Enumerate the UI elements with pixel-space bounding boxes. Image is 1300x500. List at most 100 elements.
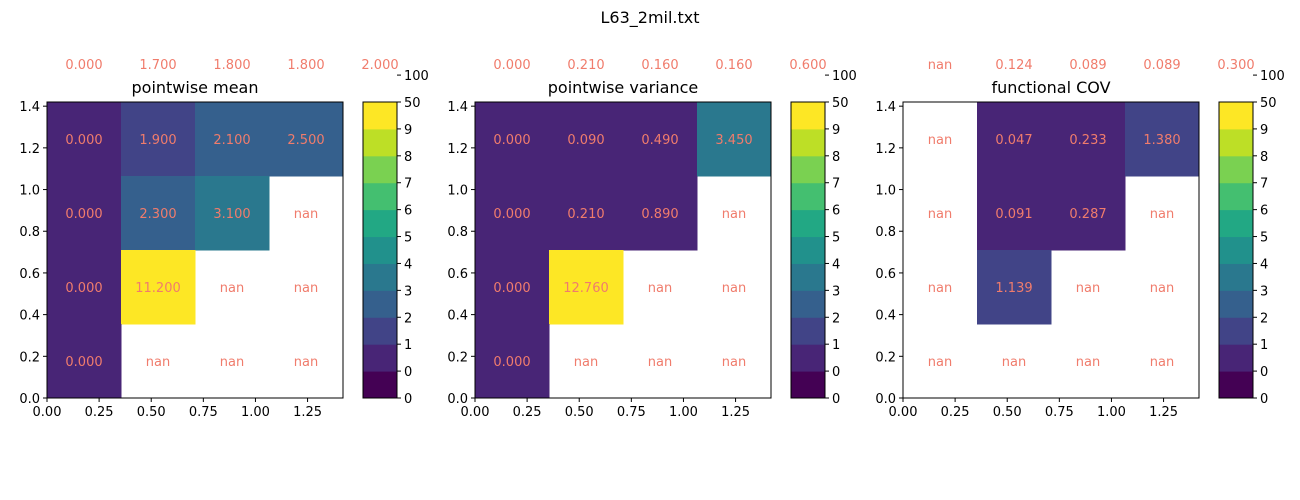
colorbar-tick-label: 8 (404, 150, 412, 165)
colorbar-segment (791, 263, 825, 291)
cell-label: 1.380 (1143, 133, 1180, 148)
cell-label: nan (928, 355, 952, 370)
cell-label: 0.000 (493, 133, 530, 148)
top-label: 0.089 (1069, 58, 1106, 73)
cell-label: 0.490 (641, 133, 678, 148)
heatmap-cell (549, 176, 624, 251)
colorbar-tick-label: 4 (404, 257, 412, 272)
colorbar-tick-label: 5 (832, 231, 840, 246)
cell-label: nan (294, 355, 318, 370)
heatmap-cell (977, 250, 1052, 325)
top-label: 1.700 (139, 58, 176, 73)
colorbar-segment (363, 371, 397, 399)
heatmap-cell (1051, 176, 1126, 251)
colorbar-segment (791, 317, 825, 345)
colorbar-segment (1219, 344, 1253, 372)
top-label: 0.124 (995, 58, 1032, 73)
heatmap-cell (475, 176, 550, 251)
colorbar-segment (1219, 182, 1253, 211)
heatmap-cell (47, 102, 122, 177)
cell-label: nan (928, 281, 952, 296)
y-tick-label: 0.4 (875, 309, 896, 324)
colorbar-segment (1219, 102, 1253, 130)
colorbar-segment (791, 371, 825, 399)
cell-label: nan (1076, 281, 1100, 296)
top-label: 0.160 (641, 58, 678, 73)
cell-label: nan (574, 355, 598, 370)
colorbar-segment (1219, 317, 1253, 345)
heatmap-cell (47, 250, 122, 325)
cell-label: 0.000 (493, 281, 530, 296)
colorbar-tick-label: 1 (404, 338, 412, 353)
cell-label: 0.287 (1069, 207, 1106, 222)
top-label: 1.800 (287, 58, 324, 73)
panel-title: functional COV (991, 78, 1110, 97)
x-tick-label: 1.00 (669, 405, 698, 420)
colorbar-segment (791, 344, 825, 372)
colorbar-segment (363, 128, 397, 157)
y-tick-label: 0.2 (19, 350, 40, 365)
heatmap-cell (195, 102, 270, 177)
panel-title: pointwise mean (132, 78, 259, 97)
top-label: 0.210 (567, 58, 604, 73)
colorbar-segment (363, 263, 397, 291)
x-tick-label: 0.75 (1045, 405, 1074, 420)
y-tick-label: 0.8 (875, 225, 896, 240)
top-label: 0.089 (1143, 58, 1180, 73)
top-label: 0.000 (493, 58, 530, 73)
cell-label: 2.500 (287, 133, 324, 148)
y-tick-label: 1.2 (19, 142, 40, 157)
cell-label: 0.091 (995, 207, 1032, 222)
x-tick-label: 0.00 (33, 405, 62, 420)
colorbar-tick-label: 6 (404, 204, 412, 219)
colorbar-segment (791, 128, 825, 157)
x-tick-label: 1.25 (721, 405, 750, 420)
colorbar-segment (1219, 290, 1253, 318)
heatmap-cell (1125, 102, 1200, 177)
top-label: 0.160 (715, 58, 752, 73)
x-tick-label: 1.00 (1097, 405, 1126, 420)
x-tick-label: 0.00 (461, 405, 490, 420)
heatmap-cell (697, 102, 772, 177)
y-tick-label: 0.0 (875, 392, 896, 407)
heatmap-cell (121, 102, 196, 177)
plot-frame (902, 101, 1200, 399)
heatmap-cell (47, 324, 122, 399)
y-tick-label: 0.2 (875, 350, 896, 365)
top-label: nan (928, 58, 952, 73)
colorbar-segment (363, 236, 397, 264)
y-tick-label: 1.0 (19, 184, 40, 199)
colorbar-segment (1219, 236, 1253, 264)
cell-label: 0.047 (995, 133, 1032, 148)
colorbar-tick-label: 7 (1260, 177, 1268, 192)
colorbar-frame (790, 101, 826, 399)
cell-label: nan (1150, 355, 1174, 370)
colorbar-segment (791, 155, 825, 184)
cell-label: 0.210 (567, 207, 604, 222)
colorbar-tick-label: 9 (404, 123, 412, 138)
colorbar-tick-label: 6 (832, 204, 840, 219)
colorbar-segment (363, 102, 397, 130)
colorbar-tick-label: 100 (404, 69, 429, 84)
heatmap-cell (1051, 102, 1126, 177)
cell-label: nan (1002, 355, 1026, 370)
cell-label: 0.000 (65, 133, 102, 148)
y-tick-label: 0.0 (19, 392, 40, 407)
cell-label: nan (722, 355, 746, 370)
heatmap-cell (549, 102, 624, 177)
x-tick-label: 1.25 (1149, 405, 1178, 420)
cell-label: 0.233 (1069, 133, 1106, 148)
cell-label: 3.100 (213, 207, 250, 222)
colorbar-frame (362, 101, 398, 399)
top-label: 2.000 (361, 58, 398, 73)
colorbar-segment (1219, 128, 1253, 157)
colorbar-segment (363, 317, 397, 345)
y-tick-label: 1.0 (875, 184, 896, 199)
y-tick-label: 0.6 (875, 267, 896, 282)
colorbar-tick-label: 2 (1260, 311, 1268, 326)
x-tick-label: 1.00 (241, 405, 270, 420)
x-tick-label: 0.50 (137, 405, 166, 420)
cell-label: nan (928, 133, 952, 148)
cell-label: nan (722, 281, 746, 296)
